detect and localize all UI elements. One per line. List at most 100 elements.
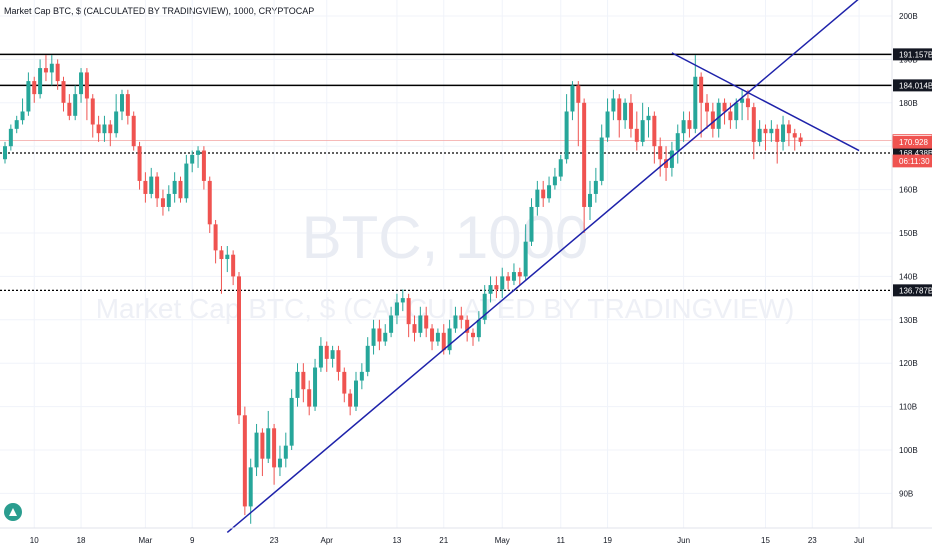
candle-body[interactable] — [781, 124, 786, 142]
candle-body[interactable] — [43, 68, 48, 73]
candle-body[interactable] — [646, 115, 651, 121]
trendline[interactable] — [226, 0, 859, 534]
candle-body[interactable] — [447, 328, 452, 351]
candle-body[interactable] — [295, 371, 300, 398]
candle-body[interactable] — [669, 150, 674, 168]
candle-body[interactable] — [424, 315, 429, 329]
candle-body[interactable] — [237, 276, 241, 416]
candle-body[interactable] — [459, 315, 464, 320]
candle-body[interactable] — [155, 176, 160, 199]
candle-body[interactable] — [219, 250, 224, 260]
candle-body[interactable] — [324, 345, 329, 359]
candle-body[interactable] — [254, 432, 259, 468]
candle-body[interactable] — [465, 319, 470, 333]
candle-body[interactable] — [406, 298, 411, 325]
candle-body[interactable] — [307, 389, 312, 407]
candle-body[interactable] — [389, 315, 394, 333]
candle-body[interactable] — [775, 128, 780, 142]
candle-body[interactable] — [740, 98, 745, 103]
candle-body[interactable] — [529, 206, 534, 242]
candle-body[interactable] — [745, 98, 750, 108]
candle-body[interactable] — [628, 102, 633, 129]
candle-body[interactable] — [377, 328, 382, 342]
candle-body[interactable] — [769, 128, 774, 134]
candle-body[interactable] — [131, 115, 136, 147]
candle-body[interactable] — [400, 298, 405, 303]
candle-body[interactable] — [547, 185, 552, 199]
candle-body[interactable] — [471, 332, 475, 338]
candle-body[interactable] — [786, 124, 791, 134]
candle-body[interactable] — [213, 224, 218, 251]
candle-body[interactable] — [523, 241, 528, 277]
candle-body[interactable] — [710, 111, 715, 129]
candle-body[interactable] — [178, 180, 183, 199]
candle-body[interactable] — [149, 176, 154, 194]
candle-body[interactable] — [172, 180, 177, 194]
candle-body[interactable] — [114, 111, 119, 134]
candle-body[interactable] — [108, 124, 113, 134]
candle-body[interactable] — [196, 150, 201, 155]
candle-body[interactable] — [593, 180, 598, 194]
candle-body[interactable] — [430, 328, 435, 342]
candle-body[interactable] — [184, 163, 189, 199]
candle-body[interactable] — [576, 85, 581, 103]
candle-body[interactable] — [371, 328, 376, 346]
candle-body[interactable] — [658, 146, 663, 160]
candle-body[interactable] — [564, 111, 569, 160]
candle-body[interactable] — [705, 102, 709, 112]
candle-body[interactable] — [166, 193, 171, 207]
candle-body[interactable] — [266, 428, 271, 459]
candle-body[interactable] — [61, 81, 66, 103]
candle-body[interactable] — [84, 72, 89, 99]
candle-body[interactable] — [207, 180, 212, 225]
candle-body[interactable] — [588, 193, 592, 207]
candle-body[interactable] — [716, 102, 721, 129]
candle-body[interactable] — [365, 345, 370, 372]
candle-body[interactable] — [14, 120, 19, 129]
candle-body[interactable] — [734, 102, 739, 121]
candle-body[interactable] — [354, 380, 358, 407]
candle-body[interactable] — [757, 128, 762, 142]
candle-body[interactable] — [242, 415, 247, 507]
candle-body[interactable] — [623, 102, 628, 121]
candle-body[interactable] — [693, 76, 698, 129]
candle-body[interactable] — [90, 98, 95, 125]
candle-body[interactable] — [32, 81, 37, 95]
candle-body[interactable] — [201, 150, 206, 181]
candle-body[interactable] — [20, 111, 25, 121]
candle-body[interactable] — [38, 68, 43, 95]
candle-body[interactable] — [675, 133, 680, 151]
candle-body[interactable] — [511, 272, 516, 281]
candle-body[interactable] — [453, 315, 458, 329]
candles[interactable] — [3, 55, 803, 524]
candle-body[interactable] — [272, 428, 277, 468]
candle-body[interactable] — [330, 350, 335, 359]
candle-body[interactable] — [190, 154, 195, 164]
candle-body[interactable] — [143, 180, 148, 194]
candle-body[interactable] — [283, 445, 288, 459]
candle-body[interactable] — [476, 319, 481, 338]
candle-body[interactable] — [96, 124, 101, 134]
candle-body[interactable] — [570, 85, 575, 112]
candle-body[interactable] — [798, 137, 803, 142]
candle-body[interactable] — [500, 276, 505, 290]
candle-body[interactable] — [418, 315, 423, 333]
candle-body[interactable] — [49, 63, 54, 73]
candle-body[interactable] — [634, 128, 639, 142]
candle-body[interactable] — [611, 98, 616, 112]
candle-body[interactable] — [313, 367, 318, 407]
candle-body[interactable] — [301, 371, 306, 390]
candle-body[interactable] — [125, 94, 130, 116]
candle-body[interactable] — [55, 63, 60, 82]
candle-body[interactable] — [79, 72, 84, 95]
candle-body[interactable] — [359, 371, 364, 381]
candle-body[interactable] — [26, 81, 31, 112]
candle-body[interactable] — [248, 467, 253, 507]
candle-body[interactable] — [435, 332, 440, 342]
candle-body[interactable] — [289, 397, 294, 446]
trendline[interactable] — [671, 52, 860, 152]
candle-body[interactable] — [348, 393, 353, 407]
horizontal-levels[interactable] — [0, 53, 892, 291]
candle-body[interactable] — [137, 146, 142, 181]
